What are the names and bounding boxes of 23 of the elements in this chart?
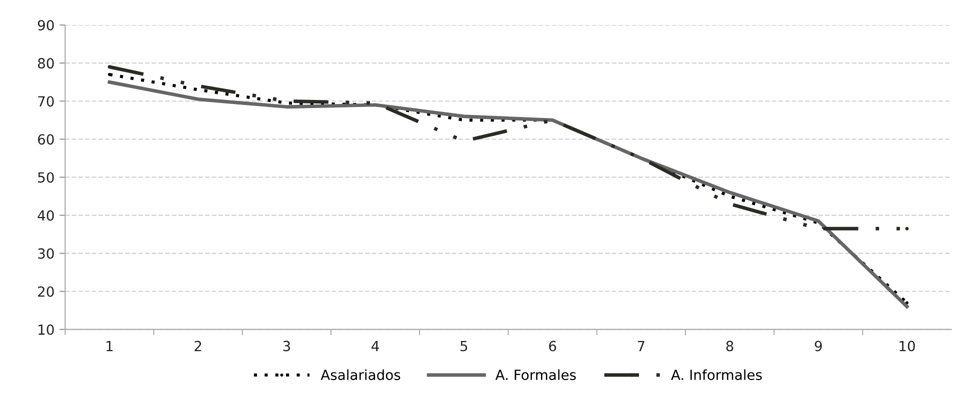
- y-tick-label: 40: [38, 210, 54, 221]
- y-tick-label: 70: [38, 96, 54, 107]
- legend-label: A. Informales: [671, 369, 762, 380]
- x-tick-label: 8: [726, 340, 734, 352]
- x-tick-label: 5: [460, 340, 468, 352]
- x-tick-label: 1: [106, 340, 113, 352]
- legend-label: Asalariados: [320, 369, 400, 380]
- y-tick-label: 10: [38, 324, 54, 335]
- x-tick-label: 6: [549, 340, 556, 352]
- x-tick-label: 9: [814, 340, 822, 352]
- y-tick-label: 20: [38, 286, 54, 297]
- y-tick-label: 80: [38, 58, 54, 69]
- x-tick-label: 10: [900, 340, 915, 352]
- x-tick-label: 4: [372, 340, 379, 352]
- y-tick-label: 30: [38, 248, 54, 259]
- y-tick-label: 90: [38, 20, 54, 30]
- x-tick-label: 7: [638, 340, 644, 352]
- x-tick-label: 3: [283, 340, 290, 352]
- x-tick-label: 2: [194, 340, 202, 352]
- y-tick-label: 50: [38, 172, 54, 183]
- y-tick-label: 60: [38, 134, 54, 145]
- point: [905, 226, 909, 230]
- legend-label: A. Formales: [495, 369, 576, 380]
